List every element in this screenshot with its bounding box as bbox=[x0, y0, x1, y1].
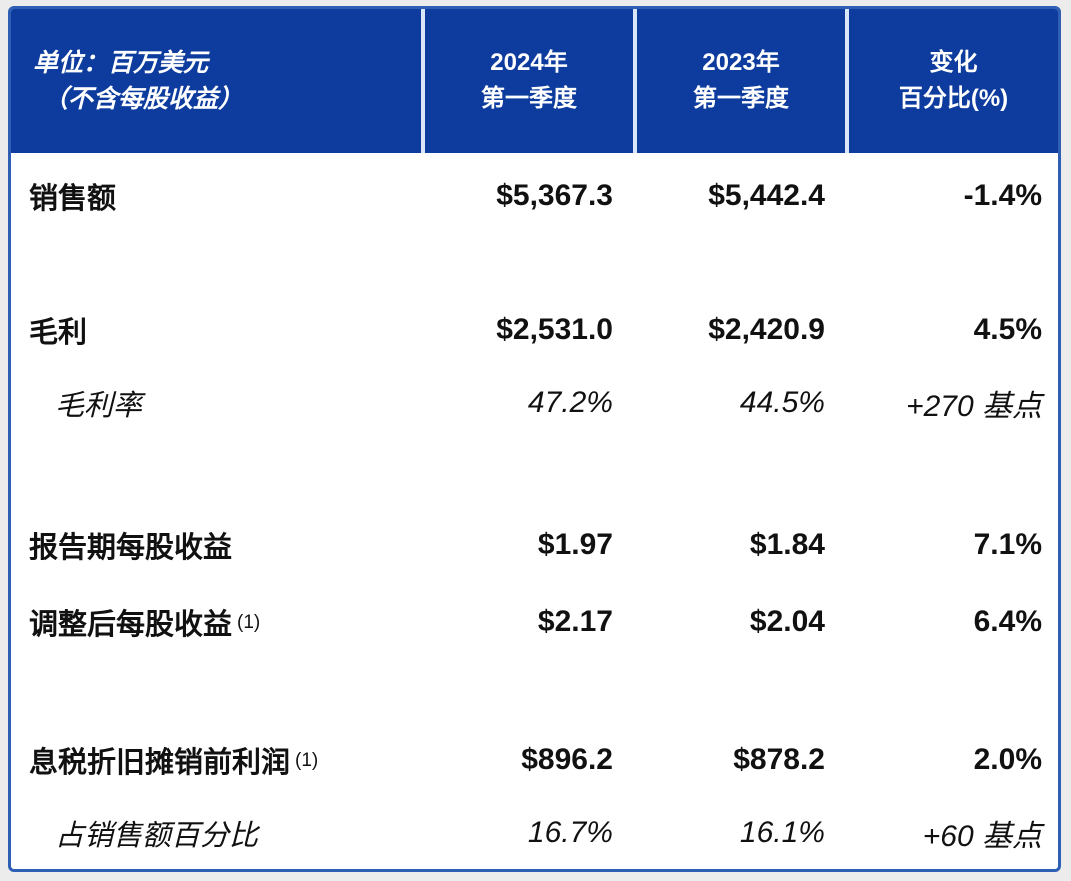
col-header-2024-q1: 2024年 第一季度 bbox=[421, 9, 633, 153]
unit-line1: 单位：百万美元 bbox=[33, 49, 209, 77]
row-sales: 销售额 $5,367.3 $5,442.4 -1.4% bbox=[11, 165, 1058, 227]
cell-change-value: 6.4% bbox=[973, 605, 1042, 638]
col-header-2024-line2: 第一季度 bbox=[481, 85, 577, 112]
cell-label-text: 调整后每股收益 bbox=[29, 609, 233, 641]
cell-2024-value: $2.17 bbox=[537, 605, 613, 638]
col-header-2023-q1: 2023年 第一季度 bbox=[633, 9, 845, 153]
unit-line2: （不含每股收益） bbox=[43, 85, 244, 113]
col-header-change-line1: 变化 bbox=[929, 49, 978, 76]
cell-2024-value: 47.2% bbox=[527, 386, 613, 419]
cell-label: 占销售额百分比 bbox=[55, 820, 259, 852]
cell-label: 调整后每股收益 (1) bbox=[11, 601, 421, 643]
footnote-marker: (1) bbox=[237, 612, 261, 633]
cell-change-value: -1.4% bbox=[963, 179, 1042, 212]
row-adjusted-eps: 调整后每股收益 (1) $2.17 $2.04 6.4% bbox=[11, 591, 1058, 653]
cell-change-value: 7.1% bbox=[973, 528, 1042, 561]
row-gross-profit: 毛利 $2,531.0 $2,420.9 4.5% bbox=[11, 299, 1058, 361]
cell-2024-value: $1.97 bbox=[537, 528, 613, 561]
col-header-2023-line1: 2023年 bbox=[702, 49, 780, 76]
cell-2023-value: $5,442.4 bbox=[708, 179, 825, 212]
cell-change-value: +270 基点 bbox=[906, 390, 1042, 423]
cell-change-value: +60 基点 bbox=[922, 820, 1042, 853]
cell-change-value: 4.5% bbox=[973, 313, 1042, 346]
row-reported-eps: 报告期每股收益 $1.97 $1.84 7.1% bbox=[11, 514, 1058, 576]
cell-change-value: 2.0% bbox=[973, 743, 1042, 776]
cell-2023-value: 44.5% bbox=[739, 386, 825, 419]
cell-label: 息税折旧摊销前利润 (1) bbox=[11, 739, 421, 781]
cell-2023-value: $878.2 bbox=[733, 743, 825, 776]
col-header-change-pct: 变化 百分比(%) bbox=[845, 9, 1058, 153]
table-header: 单位：百万美元 （不含每股收益） 2024年 第一季度 2023年 第一季度 变… bbox=[11, 9, 1058, 153]
cell-2024-value: $896.2 bbox=[521, 743, 613, 776]
cell-2023-value: 16.1% bbox=[739, 816, 825, 849]
cell-2024-value: $5,367.3 bbox=[496, 179, 613, 212]
cell-label: 报告期每股收益 bbox=[29, 532, 233, 564]
col-header-2024-line1: 2024年 bbox=[490, 49, 568, 76]
footnote-marker: (1) bbox=[295, 750, 319, 771]
cell-label-text: 息税折旧摊销前利润 bbox=[29, 747, 291, 779]
cell-2024-value: $2,531.0 bbox=[496, 313, 613, 346]
table-body: 销售额 $5,367.3 $5,442.4 -1.4% 毛利 $2,531.0 … bbox=[11, 165, 1058, 865]
unit-label: 单位：百万美元 （不含每股收益） bbox=[11, 9, 421, 153]
row-percent-of-sales: 占销售额百分比 16.7% 16.1% +60 基点 bbox=[11, 801, 1058, 865]
row-adjusted-ebitda: 息税折旧摊销前利润 (1) $896.2 $878.2 2.0% bbox=[11, 729, 1058, 791]
cell-label: 毛利率 bbox=[55, 390, 143, 422]
cell-label: 毛利 bbox=[29, 317, 88, 349]
row-gross-margin: 毛利率 47.2% 44.5% +270 基点 bbox=[11, 368, 1058, 438]
col-header-2023-line2: 第一季度 bbox=[693, 85, 789, 112]
cell-2023-value: $2,420.9 bbox=[708, 313, 825, 346]
col-header-change-line2: 百分比(%) bbox=[898, 85, 1009, 112]
cell-2023-value: $2.04 bbox=[749, 605, 825, 638]
financial-summary-table: 单位：百万美元 （不含每股收益） 2024年 第一季度 2023年 第一季度 变… bbox=[8, 6, 1061, 872]
cell-2024-value: 16.7% bbox=[527, 816, 613, 849]
cell-2023-value: $1.84 bbox=[749, 528, 825, 561]
cell-label: 销售额 bbox=[29, 183, 117, 215]
